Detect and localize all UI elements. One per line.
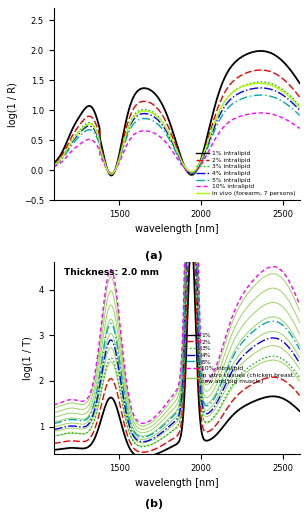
Y-axis label: log(1 / T): log(1 / T) (23, 336, 33, 380)
Text: Thickness: 2.0 mm: Thickness: 2.0 mm (63, 268, 159, 277)
Text: (a): (a) (145, 250, 163, 261)
Legend: 1%, 2%, 3%, 4%, 5%, 10% intralipid, in vitro tissues (chicken breast,
cow and pi: 1%, 2%, 3%, 4%, 5%, 10% intralipid, in v… (185, 331, 297, 385)
Legend: 1% intralipid, 2% intralipid, 3% intralipid, 4% intralipid, 5% intralipid, 10% i: 1% intralipid, 2% intralipid, 3% intrali… (195, 150, 297, 197)
Y-axis label: log(1 / R): log(1 / R) (8, 82, 18, 126)
Text: (b): (b) (145, 499, 163, 509)
X-axis label: wavelength [nm]: wavelength [nm] (135, 224, 218, 234)
X-axis label: wavelength [nm]: wavelength [nm] (135, 478, 218, 488)
